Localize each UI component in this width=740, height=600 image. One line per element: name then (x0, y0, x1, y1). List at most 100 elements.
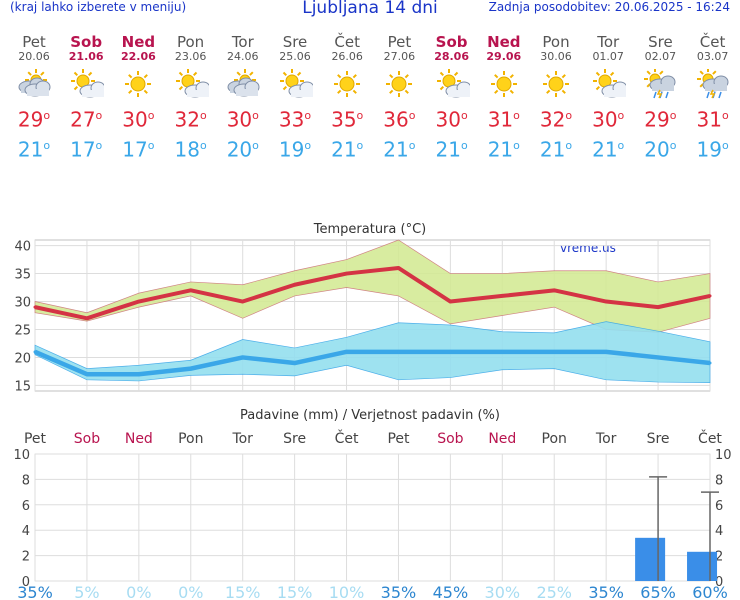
day-date: 20.06 (18, 50, 50, 63)
max-temperature: 36o (383, 107, 416, 132)
day-date: 02.07 (644, 50, 677, 63)
max-temperature: 30o (592, 107, 625, 132)
temperature-point-min (345, 350, 349, 354)
temperature-point-min (708, 361, 712, 365)
day-date: 26.06 (331, 50, 363, 63)
y-tick-label-right: 0 (715, 575, 723, 590)
day-name: Pet (387, 33, 412, 51)
min-temperature: 18o (174, 137, 207, 162)
day-name: Pon (542, 33, 570, 51)
max-temperature: 32o (174, 107, 207, 132)
day-name: Sre (648, 33, 673, 51)
day-axis-label: Pon (542, 431, 567, 447)
precipitation-probability: 35% (588, 583, 624, 600)
day-date: 28.06 (434, 50, 469, 63)
day-name: Ned (121, 33, 156, 51)
temperature-point-max (33, 305, 37, 309)
daily-forecast: Pet 20.06 29o 21o Sob 21.06 27o 17o Ned 22.06 30o 1… (8, 34, 740, 174)
sun-cloud-icon (60, 69, 112, 99)
temperature-point-min (137, 372, 141, 376)
day-name: Tor (597, 33, 620, 51)
day-axis-label: Sob (437, 431, 463, 447)
menu-hint[interactable]: (kraj lahko izberete v meniju) (10, 0, 187, 14)
day-name: Tor (231, 33, 254, 51)
day-date: 23.06 (174, 50, 207, 63)
day-column: Čet 26.06 35o 21o (321, 34, 373, 160)
temperature-point-min (396, 350, 400, 354)
day-date: 03.07 (696, 50, 729, 63)
min-temperature: 17o (70, 137, 103, 162)
sun-cloud-icon (582, 69, 634, 99)
temperature-point-max (85, 316, 89, 320)
day-axis-label: Pet (24, 431, 47, 447)
precipitation-probability: 45% (433, 583, 469, 600)
precipitation-probability: 35% (17, 583, 53, 600)
temperature-point-max (604, 300, 608, 304)
precipitation-probability: 15% (225, 583, 261, 600)
temperature-point-min (85, 372, 89, 376)
precipitation-probability: 0% (178, 583, 203, 600)
day-axis-label: Pon (178, 431, 203, 447)
temperature-band-max (34, 239, 711, 333)
day-axis-label: Sre (647, 431, 670, 447)
temperature-point-max (500, 294, 504, 298)
temperature-point-max (708, 294, 712, 298)
precipitation-probability: 0% (126, 583, 151, 600)
y-tick-label-right: 10 (715, 448, 732, 463)
day-column: Pon 23.06 32o 18o (165, 34, 217, 160)
y-tick-label: 30 (14, 296, 31, 311)
min-temperature: 21o (331, 137, 364, 162)
temperature-point-min (604, 350, 608, 354)
precipitation-chart-title: Padavine (mm) / Verjetnost padavin (%) (240, 408, 500, 423)
day-date: 01.07 (592, 50, 624, 63)
sun-icon (321, 69, 373, 99)
max-temperature: 32o (539, 107, 573, 132)
temperature-point-max (137, 300, 141, 304)
storm-icon (687, 69, 739, 99)
max-temperature: 31o (696, 107, 729, 132)
day-axis-label: Tor (231, 431, 253, 447)
sun-icon (112, 69, 164, 99)
y-tick-label-left: 6 (22, 499, 30, 514)
precipitation-probability: 35% (381, 583, 417, 600)
temperature-point-max (293, 283, 297, 287)
last-update: Zadnja posodobitev: 20.06.2025 - 16:24 (488, 0, 730, 14)
max-temperature: 33o (278, 107, 312, 132)
precipitation-probability: 25% (536, 583, 572, 600)
day-name: Čet (334, 33, 360, 51)
temperature-line-min (34, 349, 711, 377)
day-date: 25.06 (279, 50, 311, 63)
day-name: Sob (435, 33, 468, 51)
day-axis-label: Ned (488, 431, 516, 447)
y-tick-label-right: 6 (715, 499, 723, 514)
temperature-point-max (189, 288, 193, 292)
min-temperature: 21o (17, 137, 51, 162)
max-temperature: 29o (644, 107, 677, 132)
precipitation-bar (687, 551, 718, 581)
day-date: 24.06 (227, 50, 259, 63)
temperature-point-max (448, 300, 452, 304)
day-axis-label: Ned (125, 431, 153, 447)
page-title: Ljubljana 14 dni (302, 0, 438, 18)
y-tick-label: 20 (14, 351, 31, 366)
temperature-point-max (656, 305, 660, 309)
precipitation-probability: 60% (692, 583, 728, 600)
y-tick-label-left: 2 (22, 550, 30, 565)
max-temperature: 30o (226, 107, 259, 132)
day-name: Sob (70, 33, 103, 51)
day-axis-label: Sre (283, 431, 306, 447)
y-tick-label-left: 4 (22, 524, 30, 539)
temperature-point-min (241, 355, 245, 359)
day-axis-label: Čet (698, 429, 722, 447)
temperature-point-min (33, 350, 37, 354)
day-date: 21.06 (68, 50, 104, 63)
day-column: Pon 30.06 32o 21o (530, 34, 582, 160)
sun-icon (530, 69, 582, 99)
precipitation-probability: 65% (640, 583, 676, 600)
day-name: Ned (487, 33, 521, 51)
temperature-point-max (345, 272, 349, 276)
max-temperature: 30o (122, 107, 155, 132)
day-axis-label: Tor (595, 431, 617, 447)
day-axis-label: Pet (387, 431, 410, 447)
min-temperature: 19o (278, 137, 312, 162)
